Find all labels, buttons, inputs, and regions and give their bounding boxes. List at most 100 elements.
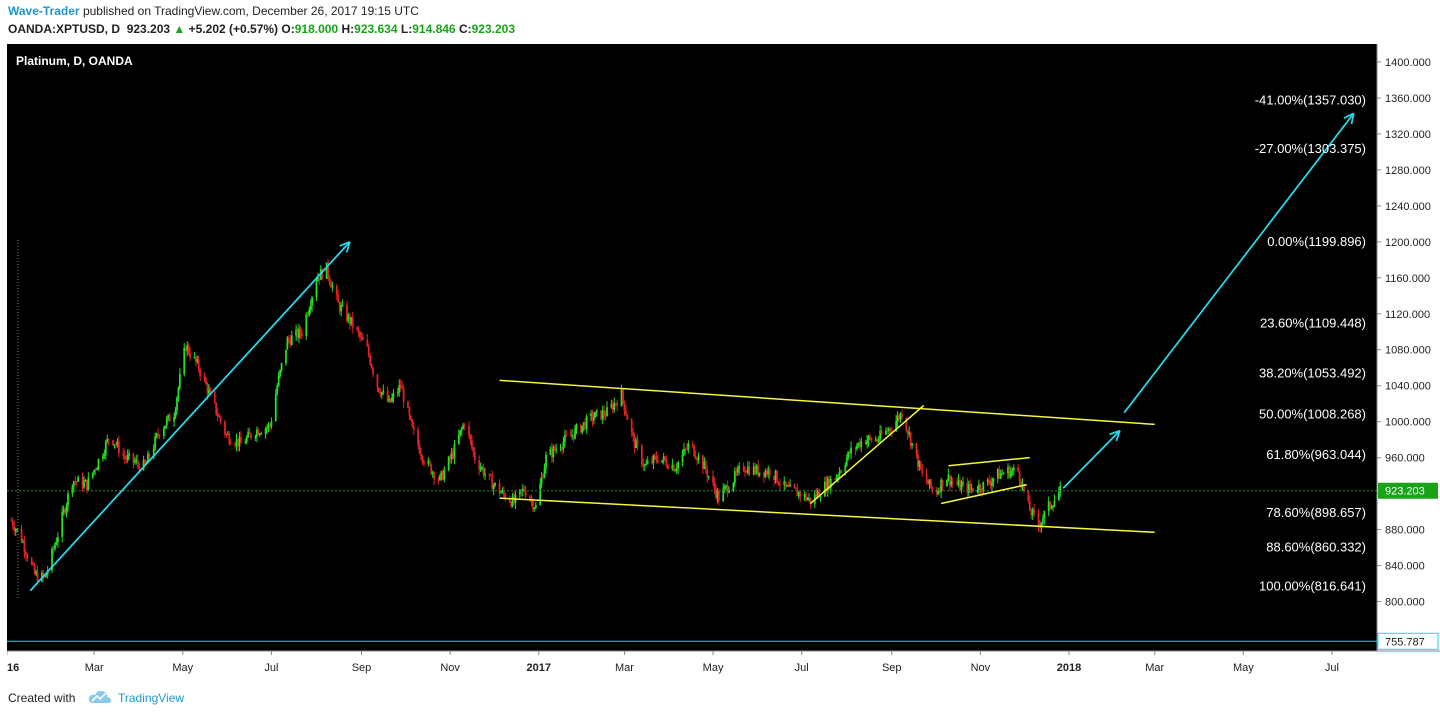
candle: [359, 330, 361, 342]
candle: [472, 446, 475, 457]
candle: [398, 379, 401, 397]
y-tick-label: 1040.000: [1385, 381, 1431, 393]
candle: [379, 388, 382, 398]
svg-text:923.203: 923.203: [1385, 486, 1425, 498]
candle: [927, 479, 929, 485]
candle: [742, 462, 745, 473]
candle: [1030, 507, 1033, 520]
candle: [656, 454, 659, 464]
candle: [86, 479, 88, 494]
publish-line: Wave-Trader published on TradingView.com…: [8, 4, 419, 18]
candle: [96, 467, 98, 471]
arrow[interactable]: [29, 241, 351, 592]
candle: [626, 413, 629, 420]
candle: [468, 421, 470, 440]
candle: [808, 493, 810, 502]
candle: [392, 388, 395, 403]
price-chart[interactable]: -41.00%(1357.030) -27.00%(1303.375) 0.00%(…: [7, 44, 1440, 684]
trendline[interactable]: [499, 497, 1155, 534]
candle: [992, 477, 995, 488]
candle: [585, 413, 588, 434]
candle: [908, 426, 911, 438]
candle: [315, 276, 318, 302]
candle: [176, 396, 178, 415]
candle: [504, 492, 507, 502]
candle: [890, 426, 893, 438]
trendline[interactable]: [948, 456, 1030, 467]
trendline[interactable]: [499, 379, 1155, 426]
candle: [11, 517, 14, 530]
candle: [982, 481, 985, 494]
candle: [276, 383, 279, 396]
candle: [106, 434, 109, 444]
trendline[interactable]: [940, 483, 1028, 505]
candle: [523, 485, 526, 493]
candle: [845, 454, 848, 468]
y-tick-label: 1280.000: [1385, 165, 1431, 177]
candle: [420, 448, 422, 461]
candle: [382, 384, 385, 395]
candle: [165, 415, 168, 430]
fib-level-label: 38.20%(1053.492): [1259, 366, 1366, 381]
candle: [136, 454, 139, 469]
candle: [94, 467, 97, 476]
candle: [735, 467, 738, 477]
candle: [524, 485, 527, 498]
candle: [960, 480, 963, 494]
candle: [1031, 507, 1034, 520]
candle: [1001, 469, 1004, 476]
candle: [590, 409, 592, 422]
candle: [681, 449, 684, 467]
candle: [306, 311, 309, 318]
candle: [254, 434, 257, 442]
candle: [237, 439, 239, 452]
candle: [806, 497, 809, 501]
chart-area[interactable]: -41.00%(1357.030) -27.00%(1303.375) 0.00%(…: [7, 44, 1440, 684]
candle: [104, 439, 107, 461]
arrow[interactable]: [1062, 429, 1121, 489]
candle: [367, 343, 370, 358]
candle: [976, 485, 979, 494]
candle: [783, 476, 786, 491]
candle: [155, 432, 158, 439]
arrow[interactable]: [1123, 112, 1355, 414]
y-tick-label: 1360.000: [1385, 93, 1431, 105]
last-price: 923.203: [126, 22, 171, 36]
candle: [824, 476, 826, 498]
candle: [431, 470, 434, 478]
candles-layer: [10, 258, 1062, 583]
trendline[interactable]: [809, 404, 925, 505]
candle: [258, 432, 261, 438]
candle: [441, 468, 444, 481]
candle: [360, 331, 363, 342]
candle: [482, 464, 485, 478]
candle: [559, 443, 562, 452]
candle: [301, 328, 303, 340]
candle: [1033, 503, 1036, 518]
candle: [855, 443, 858, 452]
tradingview-link[interactable]: TradingView: [118, 691, 185, 705]
candle: [20, 524, 23, 543]
candle: [691, 440, 694, 449]
candle: [64, 507, 67, 516]
candle: [606, 401, 608, 417]
candle: [1043, 510, 1046, 525]
author-link[interactable]: Wave-Trader: [8, 4, 80, 18]
candle: [930, 478, 932, 489]
candle: [362, 333, 364, 341]
plot-background: [7, 44, 1377, 651]
candle: [725, 484, 728, 492]
time-axis[interactable]: [7, 651, 1440, 684]
candle: [216, 407, 219, 422]
candle: [874, 435, 877, 442]
candle: [163, 425, 165, 440]
price-axis[interactable]: [1377, 44, 1440, 651]
candle: [594, 411, 597, 418]
candle: [887, 426, 890, 435]
candle: [747, 461, 749, 476]
candle: [664, 456, 667, 463]
candle: [199, 367, 202, 382]
x-tick-label: Nov: [971, 662, 991, 674]
candle: [126, 449, 129, 463]
candle: [1040, 521, 1043, 533]
